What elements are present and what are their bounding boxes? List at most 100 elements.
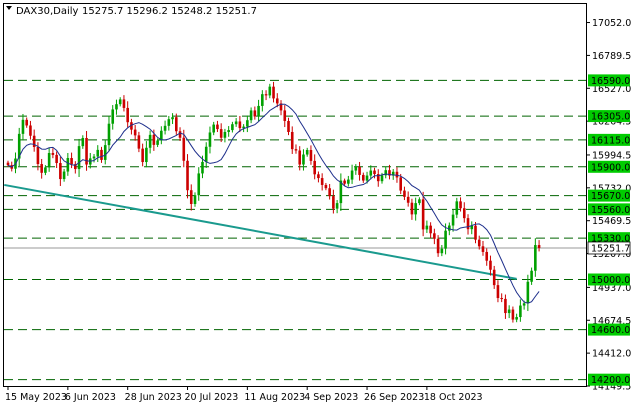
candle-body xyxy=(526,281,530,304)
candle-body xyxy=(25,119,28,126)
candle-body xyxy=(537,245,541,248)
candle-body xyxy=(317,174,320,179)
candle-body xyxy=(100,149,103,160)
candle-body xyxy=(474,225,477,240)
candle-body xyxy=(507,309,511,314)
candle-body xyxy=(350,170,354,180)
candle-body xyxy=(227,130,230,132)
candle-body xyxy=(335,203,339,209)
candle-body xyxy=(436,238,440,254)
candle-body xyxy=(515,317,518,320)
trendline-layer xyxy=(4,183,517,280)
x-tick-label: 28 Jun 2023 xyxy=(125,392,182,403)
candle-body xyxy=(519,305,522,318)
candle-body xyxy=(234,121,238,125)
candle-body xyxy=(500,298,503,300)
candle-body xyxy=(111,109,115,124)
candle-body xyxy=(384,170,388,176)
level-tag xyxy=(588,189,630,202)
x-tick-label: 15 May 2023 xyxy=(5,392,67,403)
candle-body xyxy=(492,269,496,286)
level-tag-label: 14200.0 xyxy=(591,375,630,386)
candle-body xyxy=(242,126,245,129)
current-price-tag xyxy=(587,241,631,255)
x-tick-label: 6 Jun 2023 xyxy=(65,392,116,403)
candle-body xyxy=(290,131,294,150)
level-tag xyxy=(588,232,630,245)
candle-body xyxy=(175,117,178,132)
candles xyxy=(6,81,541,323)
level-tag xyxy=(588,160,630,173)
candle-body xyxy=(511,309,515,320)
y-tick-label: 15207.0 xyxy=(592,249,631,260)
candle-body xyxy=(197,173,201,196)
price-axis: 17052.0 16789.5 16527.0 16264.5 15994.5 15732… xyxy=(586,18,631,393)
candle-body xyxy=(238,121,242,129)
candle-body xyxy=(85,137,88,165)
candle-body xyxy=(362,174,365,181)
candle-body xyxy=(530,270,533,282)
x-tick-label: 11 Aug 2023 xyxy=(244,392,305,403)
candle-body xyxy=(369,170,373,176)
candle-body xyxy=(51,153,55,155)
x-tick-label: 4 Sep 2023 xyxy=(304,392,358,403)
level-tag-label: 15000.0 xyxy=(591,275,630,286)
dropdown-arrow-icon[interactable] xyxy=(6,6,12,10)
candle-body xyxy=(466,218,470,230)
candle-body xyxy=(279,103,283,111)
candle-body xyxy=(115,104,118,110)
candle-body xyxy=(133,129,137,136)
candle-body xyxy=(275,98,279,104)
candle-body xyxy=(459,201,462,209)
level-tag-label: 16115.0 xyxy=(591,135,630,146)
candle-body xyxy=(156,140,159,145)
candle-body xyxy=(481,246,485,252)
y-tick-label: 14674.5 xyxy=(592,316,631,327)
candle-body xyxy=(496,285,500,299)
candle-body xyxy=(74,164,77,170)
candle-body xyxy=(40,164,43,173)
candle-body xyxy=(171,117,174,120)
candle-body xyxy=(305,150,309,155)
y-tick-label: 17052.0 xyxy=(592,18,631,29)
candle-body xyxy=(485,251,489,261)
y-tick-label: 15469.5 xyxy=(592,216,631,227)
candle-body xyxy=(347,179,350,184)
candle-body xyxy=(62,171,66,180)
candle-body xyxy=(470,225,474,230)
candle-body xyxy=(444,230,447,249)
candle-body xyxy=(130,122,133,130)
candle-body xyxy=(178,131,182,138)
candle-body xyxy=(421,199,425,230)
candle-body xyxy=(489,260,492,270)
level-tag-label: 15330.0 xyxy=(591,234,630,245)
candle-body xyxy=(36,147,40,165)
candle-body xyxy=(70,158,73,165)
level-tag-label: 15900.0 xyxy=(591,162,630,173)
candle-body xyxy=(122,99,126,108)
candle-body xyxy=(451,214,455,226)
level-tag-label: 15670.0 xyxy=(591,191,630,202)
symbol-label: DAX30,Daily xyxy=(16,6,79,17)
candle-body xyxy=(261,94,264,106)
candle-body xyxy=(324,184,328,189)
candle-body xyxy=(29,125,32,136)
candle-body xyxy=(223,131,227,138)
candle-body xyxy=(81,137,85,147)
level-tag-label: 16305.0 xyxy=(591,112,630,123)
candle-body xyxy=(302,154,305,165)
level-tag-label: 16590.0 xyxy=(591,76,630,87)
candle-body xyxy=(272,86,275,99)
candle-body xyxy=(388,170,391,176)
y-tick-label: 16789.5 xyxy=(592,51,631,62)
candle-body xyxy=(534,245,537,271)
candle-body xyxy=(283,110,287,121)
candle-body xyxy=(186,160,189,191)
candle-body xyxy=(96,149,100,157)
candle-body xyxy=(231,124,234,131)
current-price-label: 15251.7 xyxy=(591,243,630,254)
candle-body xyxy=(448,225,451,231)
candle-body xyxy=(66,158,70,172)
